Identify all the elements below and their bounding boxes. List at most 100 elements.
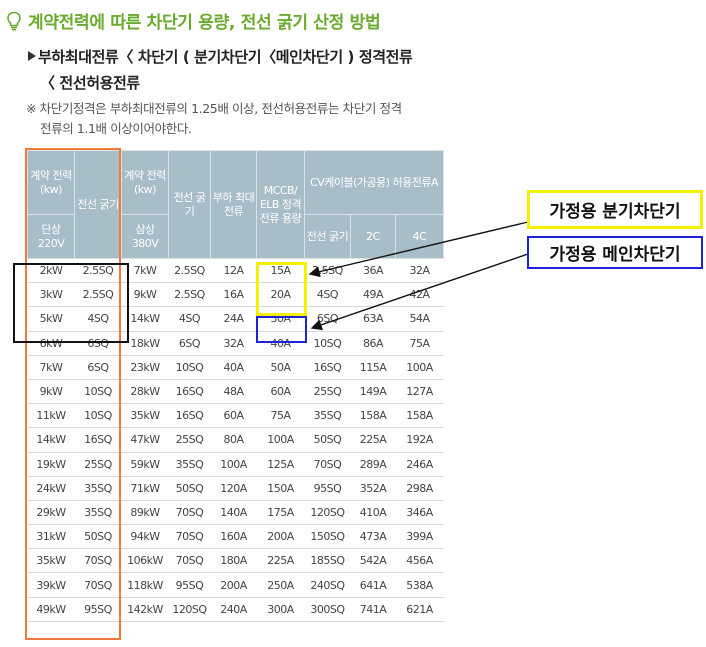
cell-wire-1p: 6SQ [74,354,122,380]
cell-breaker: 30A [256,306,305,332]
cell-cv-4c: 346A [395,499,444,526]
cell-wire-1p: 10SQ [74,403,122,429]
cell-max-load: 160A [210,524,257,550]
callout-branch-breaker: 가정용 분기차단기 [527,190,703,229]
cell-cv-wire: 95SQ [304,475,351,501]
cell-cv-wire: 300SQ [304,596,351,622]
cell-power-3p: 23kW [121,354,169,380]
table-row: 3kW 2.5SQ 9kW 2.5SQ 16A 20A 4SQ 49A 42A [27,282,444,308]
cell-breaker: 175A [256,499,305,526]
table-body: 2kW 2.5SQ 7kW 2.5SQ 12A 15A 2.5SQ 36A 32A 3kW 2.5S… [27,257,444,622]
header-breaker: MCCB/ ELB 정격 전류 용량 [256,150,305,259]
cell-wire-3p: 70SQ [168,524,211,550]
cell-cv-4c: 298A [395,475,444,501]
cell-cv-4c: 158A [395,403,444,429]
cell-max-load: 80A [210,427,257,453]
cell-max-load: 12A [210,257,257,284]
cell-power-1p: 6kW [27,330,75,356]
subhead-line1: 부하최대전류〈 차단기 ( 분기차단기〈메인차단기 ) 정격전류 [28,44,458,70]
table-row: 5kW 4SQ 14kW 4SQ 24A 30A 6SQ 63A 54A [27,306,444,332]
page-title: 계약전력에 따른 차단기 용량, 전선 굵기 산정 방법 [28,13,381,33]
triangle-right-icon [28,51,36,61]
cell-power-1p: 24kW [27,475,75,501]
table-row: 31kW 50SQ 94kW 70SQ 160A 200A 150SQ 473A 399A [27,524,444,550]
table-row: 19kW 25SQ 59kW 35SQ 100A 125A 70SQ 289A 246A [27,451,444,477]
cell-cv-4c: 456A [395,548,444,574]
cell-wire-1p: 35SQ [74,475,122,501]
subhead: 부하최대전류〈 차단기 ( 분기차단기〈메인차단기 ) 정격전류 〈 전선허용전… [28,44,458,96]
cell-power-3p: 14kW [121,306,169,332]
table-row: 7kW 6SQ 23kW 10SQ 40A 50A 16SQ 115A 100A [27,354,444,380]
cell-power-1p: 11kW [27,403,75,429]
cell-cv-2c: 410A [350,499,396,526]
cell-breaker: 150A [256,475,305,501]
cell-power-1p: 19kW [27,451,75,477]
cell-breaker: 125A [256,451,305,477]
cell-breaker: 50A [256,354,305,380]
cell-breaker: 300A [256,596,305,622]
lightbulb-icon [7,11,21,30]
cell-breaker: 250A [256,572,305,598]
note-line2: 전류의 1.1배 이상이어야한다. [40,121,192,136]
header-cv-cable: CV케이블(가공용) 허용전류A [303,150,445,215]
cell-power-1p: 49kW [27,596,75,622]
cell-wire-3p: 25SQ [168,427,211,453]
cell-power-3p: 142kW [121,596,169,622]
cell-power-1p: 7kW [27,354,75,380]
cell-cv-4c: 192A [395,427,444,453]
cell-cv-2c: 49A [350,282,396,308]
branch-arrow [308,221,529,278]
cell-wire-1p: 2.5SQ [74,257,122,284]
cell-power-3p: 18kW [121,330,169,356]
cell-cv-2c: 473A [350,524,396,550]
note-line1: ※ 차단기정격은 부하최대전류의 1.25배 이상, 전선허용전류는 차단기 정… [26,101,402,116]
main-arrow [310,253,529,331]
cell-wire-3p: 16SQ [168,378,211,405]
cell-wire-3p: 2.5SQ [168,257,211,284]
table-row: 49kW 95SQ 142kW 120SQ 240A 300A 300SQ 741A 621A [27,596,444,622]
cell-power-1p: 35kW [27,548,75,574]
cell-power-1p: 2kW [27,257,75,284]
cell-power-1p: 9kW [27,378,75,405]
header-max-load: 부하 최대 전류 [210,150,257,259]
cell-power-3p: 47kW [121,427,169,453]
cell-wire-1p: 16SQ [74,427,122,453]
cell-power-1p: 39kW [27,572,75,598]
cell-max-load: 200A [210,572,257,598]
header-wire-3p: 전선 굵기 [168,150,211,259]
cell-max-load: 240A [210,596,257,622]
header-single-phase: 단상 220V [27,214,75,259]
cell-power-3p: 28kW [121,378,169,405]
table-row: 14kW 16SQ 47kW 25SQ 80A 100A 50SQ 225A 192A [27,427,444,453]
title-row: 계약전력에 따른 차단기 용량, 전선 굵기 산정 방법 [6,8,381,33]
cell-max-load: 40A [210,354,257,380]
cell-wire-3p: 70SQ [168,499,211,526]
header-three-phase: 삼상 380V [121,214,169,259]
cell-cv-wire: 4SQ [304,282,351,308]
note: ※ 차단기정격은 부하최대전류의 1.25배 이상, 전선허용전류는 차단기 정… [26,99,456,139]
cell-wire-1p: 4SQ [74,306,122,332]
cell-power-1p: 14kW [27,427,75,453]
callout-main-breaker: 가정용 메인차단기 [527,236,703,269]
cell-cv-2c: 289A [350,451,396,477]
cell-wire-1p: 95SQ [74,596,122,622]
cell-power-3p: 7kW [121,257,169,284]
cell-wire-1p: 25SQ [74,451,122,477]
header-contract-power-1p: 계약 전력 (kw) [27,150,75,215]
cell-breaker: 200A [256,524,305,550]
cell-max-load: 60A [210,403,257,429]
table-row: 39kW 70SQ 118kW 95SQ 200A 250A 240SQ 641A 538A [27,572,444,598]
cell-max-load: 100A [210,451,257,477]
cell-wire-3p: 35SQ [168,451,211,477]
cell-wire-1p: 10SQ [74,378,122,405]
cell-wire-3p: 50SQ [168,475,211,501]
cell-breaker: 40A [256,330,305,356]
cell-wire-3p: 10SQ [168,354,211,380]
table-row: 29kW 35SQ 89kW 70SQ 140A 175A 120SQ 410A 346A [27,499,444,526]
cell-cv-4c: 32A [395,257,444,284]
table-row: 9kW 10SQ 28kW 16SQ 48A 60A 25SQ 149A 127A [27,378,444,405]
cell-power-1p: 31kW [27,524,75,550]
cell-wire-1p: 70SQ [74,572,122,598]
cell-max-load: 48A [210,378,257,405]
